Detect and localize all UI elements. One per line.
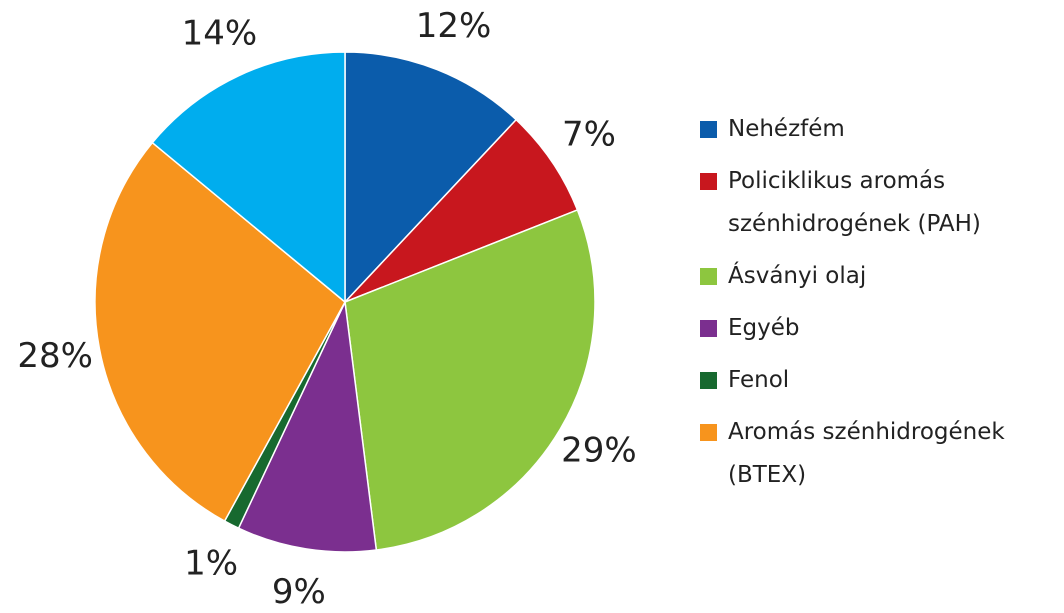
legend-item: Egyéb <box>700 307 1060 350</box>
legend-label: Nehézfém <box>728 116 845 142</box>
data-label: 29% <box>561 431 637 471</box>
pie-slice <box>344 118 579 303</box>
legend-label: Egyéb <box>728 315 800 341</box>
legend-label: Ásványi olaj <box>728 263 867 289</box>
pie-slice <box>94 141 346 523</box>
legend-item: Policiklikus aromás szénhidrogének (PAH) <box>700 160 1060 246</box>
legend-swatch <box>700 320 717 337</box>
pie-slice <box>151 51 346 304</box>
data-label: 9% <box>272 572 326 612</box>
data-label: 7% <box>562 115 616 155</box>
pie-slice <box>237 299 378 553</box>
data-label: 12% <box>416 6 492 46</box>
pie-slice <box>344 208 596 551</box>
pie-slice <box>344 51 518 304</box>
legend-swatch <box>700 424 717 441</box>
legend-swatch <box>700 173 717 190</box>
data-label: 1% <box>184 543 238 583</box>
legend-label: Fenol <box>728 367 790 393</box>
legend-swatch <box>700 372 717 389</box>
legend-item: Ásványi olaj <box>700 255 1060 298</box>
legend-item: Fenol <box>700 359 1060 402</box>
chart: 12% 7% 29% 9% 1% 28% 14% <box>17 6 637 612</box>
legend-swatch <box>700 121 717 138</box>
data-label: 28% <box>17 336 93 376</box>
legend-label: Aromás szénhidrogének (BTEX) <box>728 419 1005 488</box>
legend-label: Policiklikus aromás szénhidrogének (PAH) <box>728 168 981 237</box>
data-label: 14% <box>182 14 258 54</box>
legend-item: Aromás szénhidrogének (BTEX) <box>700 411 1060 497</box>
legend: Nehézfém Policiklikus aromás szénhidrogén… <box>700 108 1060 506</box>
legend-swatch <box>700 268 717 285</box>
legend-item: Nehézfém <box>700 108 1060 151</box>
